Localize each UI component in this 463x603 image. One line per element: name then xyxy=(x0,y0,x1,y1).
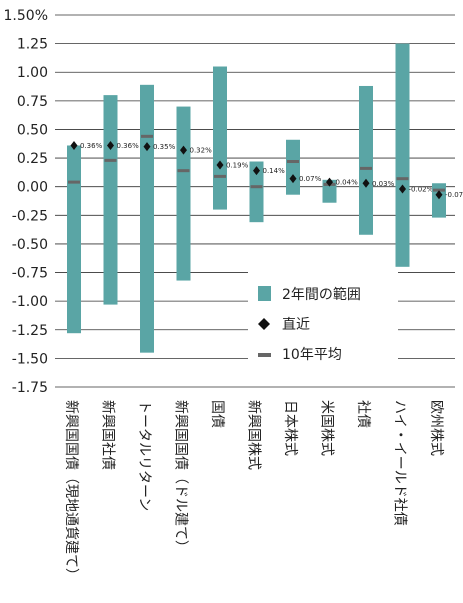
category-label: トータルリターン xyxy=(136,400,152,511)
avg-marker xyxy=(141,134,153,138)
recent-marker xyxy=(326,177,333,187)
avg-marker xyxy=(287,160,299,164)
range-bar xyxy=(213,66,227,210)
category-group: 0.04% xyxy=(322,177,359,203)
category-group: 0.14% xyxy=(249,161,286,223)
category-label: 新興国社債 xyxy=(100,400,116,470)
avg-marker xyxy=(396,177,409,181)
recent-marker xyxy=(253,166,260,176)
avg-marker xyxy=(360,166,372,170)
category-labels: 新興国国債（現地通貨建て） 新興国社債 トータルリターン 新興国国債（ドル建て） 国債新… xyxy=(63,400,444,582)
y-tick-label: -1.50 xyxy=(12,351,48,367)
y-tick-label: 0.75 xyxy=(17,94,48,110)
recent-value-label: 0.35% xyxy=(153,143,176,151)
recent-value-label: 0.07% xyxy=(299,175,322,183)
recent-marker xyxy=(70,140,78,150)
category-group: 0.07% xyxy=(286,139,322,195)
category-label: 米国株式 xyxy=(319,400,335,456)
legend: 2年間の範囲 直近 10年平均 xyxy=(248,272,398,368)
recent-marker xyxy=(143,142,151,152)
range-bar xyxy=(140,84,154,353)
recent-marker xyxy=(362,178,370,188)
y-tick-label: -1.00 xyxy=(12,294,48,310)
category-label: 国債 xyxy=(209,400,225,428)
legend-box xyxy=(248,272,398,368)
avg-marker xyxy=(250,185,263,189)
category-label: ハイ・イールド社債 xyxy=(392,400,408,526)
recent-value-label: 0.36% xyxy=(80,142,103,150)
range-bars: 0.36% 0.36% 0.35% 0.32% 0.19% 0.14% 0.07% 0.04%… xyxy=(67,43,463,353)
legend-range-swatch xyxy=(258,286,271,301)
category-label: 新興国国債（ドル建て） xyxy=(173,400,189,554)
category-label: 欧州株式 xyxy=(428,400,444,456)
y-tick-label: 1.25 xyxy=(17,37,48,53)
category-group: 0.32% xyxy=(176,106,213,281)
category-group: 0.19% xyxy=(213,66,249,210)
range-bar xyxy=(432,183,446,218)
recent-value-label: 0.32% xyxy=(190,147,213,155)
y-axis-ticks: 1.50% 1.25 1.00 0.75 0.50 0.25 0.00 -0.25 -0.50 -… xyxy=(4,8,48,396)
recent-marker xyxy=(289,174,297,184)
recent-value-label: 0.03% xyxy=(372,180,395,188)
y-tick-label: -0.50 xyxy=(12,237,48,253)
category-group: 0.03% xyxy=(359,85,395,235)
category-group: 0.36% xyxy=(67,140,103,334)
legend-avg-swatch xyxy=(258,353,271,357)
y-tick-label: 1.00 xyxy=(17,65,48,81)
recent-marker xyxy=(107,140,114,150)
category-label: 日本株式 xyxy=(282,400,298,456)
y-tick-label: 0.25 xyxy=(17,151,48,167)
range-bar xyxy=(103,95,118,305)
recent-value-label: 0.36% xyxy=(117,142,140,150)
y-tick-label: -1.25 xyxy=(12,323,48,339)
y-tick-label: -0.75 xyxy=(12,266,48,282)
recent-value-label: 0.04% xyxy=(336,179,359,187)
category-group: -0.02% xyxy=(395,43,434,267)
recent-marker xyxy=(399,184,406,194)
range-bar xyxy=(395,43,410,267)
range-bar xyxy=(286,139,300,195)
recent-marker xyxy=(180,145,187,155)
recent-marker xyxy=(435,190,443,200)
category-group: 0.35% xyxy=(140,84,176,353)
recent-value-label: -0.07% xyxy=(445,191,463,199)
range-bar xyxy=(67,145,81,334)
recent-value-label: 0.19% xyxy=(226,161,249,169)
y-tick-label: -0.25 xyxy=(12,208,48,224)
range-bar xyxy=(359,85,373,235)
category-group: 0.36% xyxy=(103,95,140,305)
legend-recent-label: 直近 xyxy=(282,316,310,333)
avg-marker xyxy=(177,169,190,173)
avg-marker xyxy=(104,158,117,162)
category-label: 社債 xyxy=(355,400,371,428)
y-tick-label: -1.75 xyxy=(12,380,48,396)
recent-value-label: -0.02% xyxy=(409,185,434,193)
avg-marker xyxy=(214,174,226,178)
recent-value-label: 0.14% xyxy=(263,167,286,175)
legend-range-label: 2年間の範囲 xyxy=(282,286,361,303)
y-tick-label: 0.50 xyxy=(17,122,48,138)
category-label: 新興国株式 xyxy=(246,400,262,470)
y-tick-label: 0.00 xyxy=(17,180,48,196)
range-bar xyxy=(176,106,191,281)
category-label: 新興国国債（現地通貨建て） xyxy=(63,400,80,582)
range-bar xyxy=(249,161,264,223)
legend-recent-marker xyxy=(258,318,270,330)
y-tick-label: 1.50% xyxy=(4,8,48,24)
recent-marker xyxy=(216,160,224,170)
avg-marker xyxy=(433,188,445,192)
legend-avg-label: 10年平均 xyxy=(282,347,342,363)
category-group: -0.07% xyxy=(432,183,463,218)
avg-marker xyxy=(68,180,80,184)
